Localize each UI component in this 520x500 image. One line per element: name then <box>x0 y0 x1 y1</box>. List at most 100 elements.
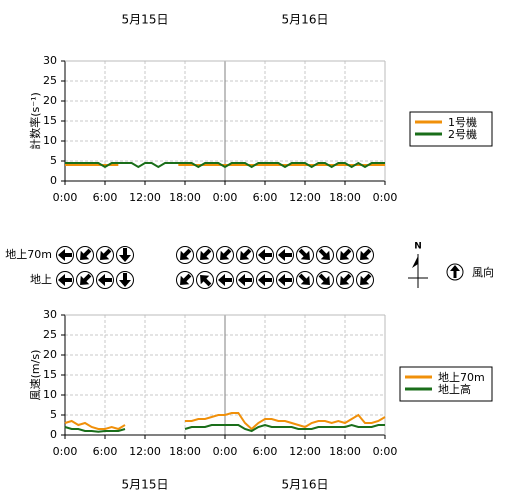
y-tick-label: 10 <box>43 134 57 147</box>
x-tick-label: 18:00 <box>329 445 361 458</box>
wind-icon <box>216 246 234 264</box>
wind-icon <box>176 271 194 289</box>
x-tick-label: 18:00 <box>169 445 201 458</box>
y-tick-label: 25 <box>43 328 57 341</box>
x-tick-label: 0:00 <box>213 445 238 458</box>
series-line <box>64 423 385 433</box>
compass-label: N <box>414 242 422 252</box>
wind-icon <box>236 271 254 289</box>
x-tick-label: 12:00 <box>129 445 161 458</box>
x-tick-label: 12:00 <box>289 445 321 458</box>
compass-head <box>412 256 418 268</box>
icon-arrow <box>200 248 212 260</box>
wind-icon <box>56 246 74 264</box>
wind-icon <box>296 271 314 289</box>
icon-arrow <box>360 248 372 260</box>
legend-box <box>409 111 493 147</box>
wind-icon <box>336 246 354 264</box>
wind-icon <box>116 271 134 289</box>
x-tick-label: 0:00 <box>53 445 78 458</box>
row-label: 地上 <box>30 273 52 286</box>
legend-label: 2号機 <box>448 127 477 141</box>
icon-arrow <box>360 273 372 285</box>
icon-arrow <box>80 248 92 260</box>
wind-icon <box>296 246 314 264</box>
icon-arrow <box>258 274 272 286</box>
y-axis-label: 計数率(s⁻¹) <box>28 92 42 150</box>
y-tick-label: 30 <box>43 308 57 321</box>
y-tick-label: 20 <box>43 94 57 107</box>
y-tick-label: 0 <box>50 174 57 187</box>
series-line <box>65 161 385 169</box>
wind-icon <box>356 271 374 289</box>
y-axis-label: 風速(m/s) <box>29 350 42 401</box>
wind-icon <box>176 246 194 264</box>
wind-icon <box>276 246 294 264</box>
y-tick-label: 5 <box>50 408 57 421</box>
x-tick-label: 6:00 <box>253 191 278 204</box>
wind-icon <box>196 246 214 264</box>
x-tick-label: 6:00 <box>93 191 118 204</box>
wind-icon <box>316 271 334 289</box>
legend-label: 地上高 <box>438 382 471 396</box>
x-tick-label: 0:00 <box>373 445 398 458</box>
y-tick-label: 10 <box>43 388 57 401</box>
wind-icon <box>236 246 254 264</box>
wind-icon <box>96 271 114 289</box>
icon-arrow <box>80 273 92 285</box>
date-label: 5月15日 <box>122 13 169 27</box>
x-tick-label: 0:00 <box>373 191 398 204</box>
x-tick-label: 18:00 <box>169 191 201 204</box>
wind-icon <box>256 271 274 289</box>
icon-arrow <box>200 275 212 287</box>
icon-arrow <box>340 273 352 285</box>
x-tick-label: 12:00 <box>129 191 161 204</box>
icon-arrow <box>278 274 292 286</box>
wind-icon <box>116 246 134 264</box>
icon-arrow <box>220 248 232 260</box>
date-label: 5月16日 <box>282 13 329 27</box>
wind-icon <box>276 271 294 289</box>
y-tick-label: 20 <box>43 348 57 361</box>
icon-arrow <box>238 274 252 286</box>
icon-arrow <box>58 274 72 286</box>
x-tick-label: 6:00 <box>93 445 118 458</box>
x-tick-label: 18:00 <box>329 191 361 204</box>
wind-icon <box>56 271 74 289</box>
icon-arrow <box>318 273 330 285</box>
icon-arrow <box>180 248 192 260</box>
icon-arrow <box>340 248 352 260</box>
x-tick-label: 6:00 <box>253 445 278 458</box>
date-label: 5月15日 <box>122 478 169 492</box>
wind-icon <box>96 246 114 264</box>
legend-label: 1号機 <box>448 115 477 129</box>
wind-icon <box>196 271 214 289</box>
legend-label: 地上70m <box>438 371 485 384</box>
y-tick-label: 15 <box>43 368 57 381</box>
y-tick-label: 0 <box>50 428 57 441</box>
y-tick-label: 25 <box>43 74 57 87</box>
wind-icon <box>336 271 354 289</box>
compass: N <box>408 242 428 288</box>
legend-arrow <box>450 265 460 278</box>
icon-arrow <box>98 274 112 286</box>
icon-arrow <box>318 248 330 260</box>
y-tick-label: 30 <box>43 54 57 67</box>
wind-icon <box>356 246 374 264</box>
x-tick-label: 12:00 <box>289 191 321 204</box>
wind-icon <box>76 271 94 289</box>
icon-arrow <box>100 248 112 260</box>
icon-arrow <box>278 249 292 261</box>
wind-icon <box>316 246 334 264</box>
legend-label: 風向 <box>472 265 494 279</box>
wind-icon <box>256 246 274 264</box>
x-tick-label: 0:00 <box>213 191 238 204</box>
icon-arrow <box>119 273 131 287</box>
icon-arrow <box>240 248 252 260</box>
icon-arrow <box>58 249 72 261</box>
icon-arrow <box>180 273 192 285</box>
row-label: 地上70m <box>5 248 52 261</box>
